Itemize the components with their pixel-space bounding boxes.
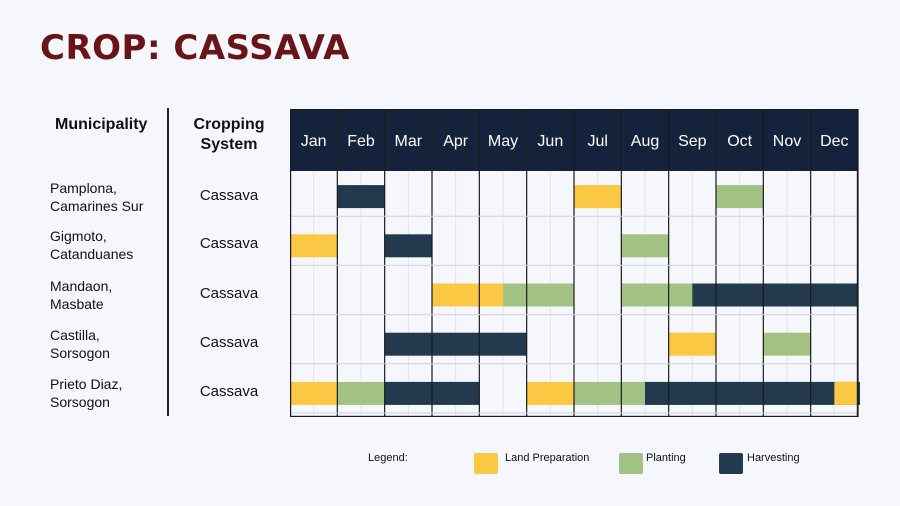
harvesting-bar: [384, 234, 432, 258]
month-label: Sep: [678, 133, 707, 150]
schedule-grid: Jan Feb Mar Apr May Jun Jul Aug Sep Oct Nov Dec: [290, 109, 860, 417]
municipality-label: Mandaon, Masbate: [50, 277, 112, 313]
harvesting-bar: [692, 283, 858, 307]
municipality-line1: Prieto Diaz,: [50, 376, 123, 392]
planting-swatch: [619, 453, 643, 474]
harvesting-bar: [337, 185, 385, 209]
month-label: Jan: [301, 133, 327, 150]
municipality-line1: Castilla,: [50, 327, 100, 343]
cropping-system-cell: Cassava: [199, 235, 259, 252]
municipality-line1: Mandaon,: [50, 278, 113, 294]
land-bar: [668, 332, 716, 356]
month-label: Oct: [727, 133, 752, 150]
land-bar: [834, 381, 858, 405]
planting-bar: [337, 381, 385, 405]
planting-bar: [503, 283, 574, 307]
page-title: CROP: CASSAVA: [40, 28, 350, 68]
planting-bar: [763, 332, 811, 356]
month-label: Jul: [587, 133, 607, 150]
month-label: Feb: [347, 133, 375, 150]
municipality-label: Pamplona, Camarines Sur: [50, 179, 143, 215]
planting-bar: [716, 185, 764, 209]
municipality-label: Gigmoto, Catanduanes: [50, 227, 133, 263]
municipality-label: Prieto Diaz, Sorsogon: [50, 375, 122, 411]
harvesting-label: Harvesting: [747, 452, 800, 464]
municipality-line2: Masbate: [50, 296, 104, 312]
land-bar: [290, 381, 338, 405]
municipality-line1: Gigmoto,: [50, 228, 107, 244]
cropping-system-header: Cropping System: [185, 115, 273, 155]
month-label: May: [488, 133, 518, 150]
cropping-system-cell: Cassava: [199, 285, 259, 302]
cropping-header-line2: System: [200, 136, 258, 153]
land-preparation-label: Land Preparation: [505, 452, 590, 464]
month-label: Dec: [820, 133, 848, 150]
month-label: Nov: [773, 133, 801, 150]
cropping-system-cell: Cassava: [199, 383, 259, 400]
municipality-line2: Sorsogon: [50, 345, 110, 361]
municipality-label: Castilla, Sorsogon: [50, 326, 110, 362]
harvesting-bar: [645, 381, 860, 405]
month-label: Aug: [631, 133, 659, 150]
municipality-line2: Catanduanes: [50, 246, 134, 262]
land-preparation-swatch: [474, 453, 498, 474]
municipality-line2: Sorsogon: [50, 394, 110, 410]
cropping-system-cell: Cassava: [199, 334, 259, 351]
cropping-system-cell: Cassava: [199, 187, 259, 204]
harvesting-bar: [384, 332, 527, 356]
month-label: Mar: [395, 133, 423, 150]
harvesting-swatch: [719, 453, 743, 474]
municipality-header: Municipality: [55, 116, 148, 133]
grid-border: [290, 109, 858, 417]
land-bar: [526, 381, 574, 405]
land-bar: [574, 185, 622, 209]
planting-label: Planting: [646, 452, 686, 464]
cropping-header-line1: Cropping: [193, 116, 265, 133]
municipality-line2: Camarines Sur: [50, 198, 144, 214]
column-divider: [167, 108, 169, 416]
month-label: Jun: [537, 133, 563, 150]
planting-bar: [621, 234, 669, 258]
legend-title: Legend:: [368, 452, 408, 464]
land-bar: [290, 234, 338, 258]
month-label: Apr: [443, 133, 469, 150]
municipality-line1: Pamplona,: [50, 180, 117, 196]
